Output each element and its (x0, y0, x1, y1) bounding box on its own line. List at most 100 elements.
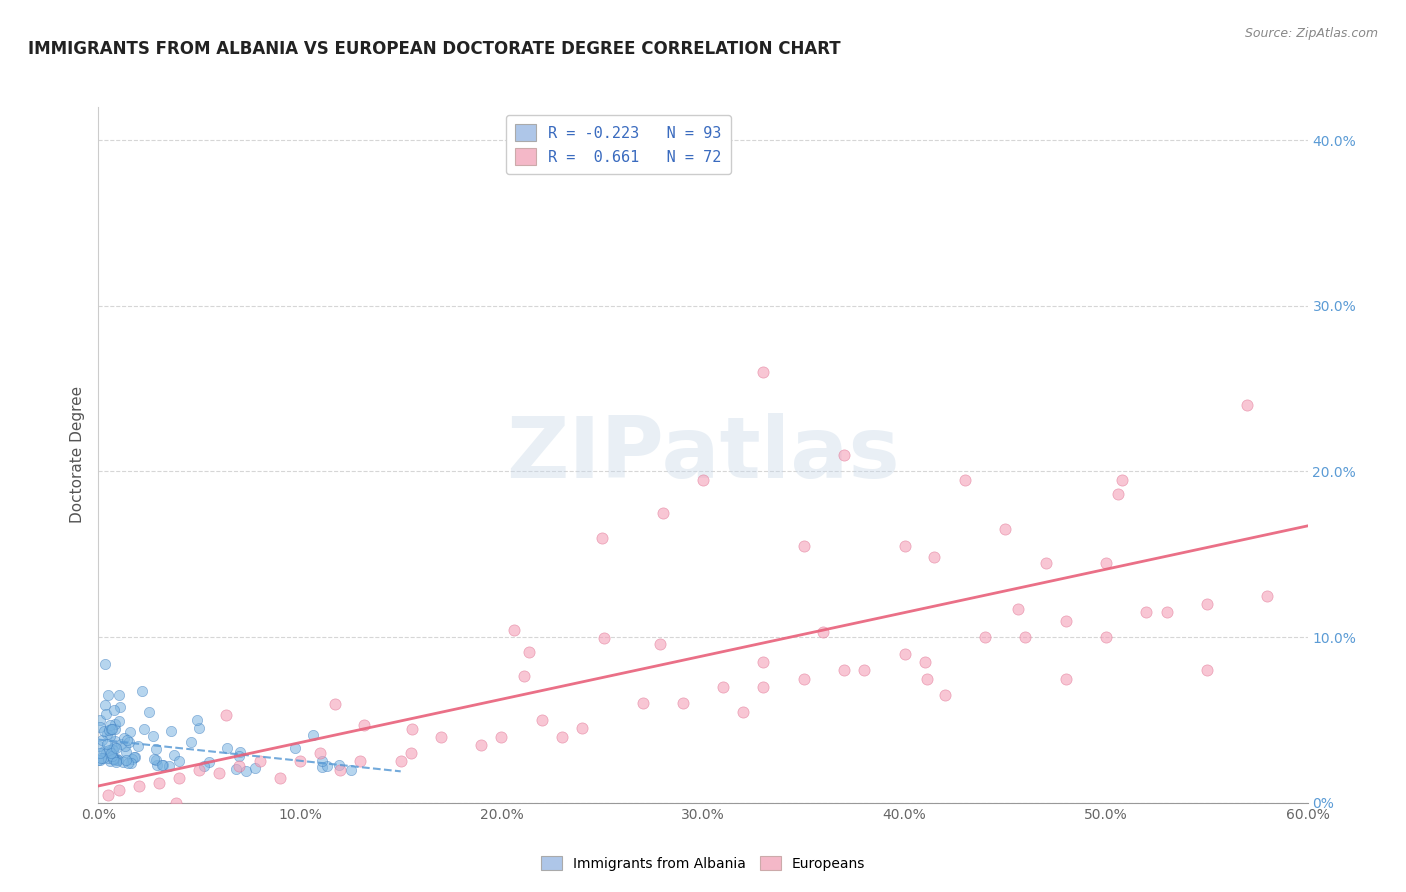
Point (145, 758, 167, 772)
Point (672, 697, 695, 711)
Point (430, 730, 453, 744)
Point (145, 742, 167, 756)
Point (323, 697, 346, 711)
Point (284, 740, 307, 755)
Point (1256, 589, 1278, 603)
Point (105, 752, 128, 766)
Point (228, 749, 250, 764)
Point (934, 688, 956, 702)
Point (165, 796, 187, 810)
Point (349, 755, 371, 769)
Point (169, 754, 191, 768)
Point (98, 718, 121, 732)
Point (832, 663, 855, 677)
Point (94, 698, 117, 713)
Point (217, 740, 239, 755)
Point (503, 624, 526, 638)
Point (648, 637, 671, 651)
Point (692, 473, 714, 487)
Point (309, 746, 332, 760)
Point (188, 763, 211, 777)
Point (163, 748, 186, 763)
Point (513, 669, 536, 683)
Point (105, 756, 128, 770)
Point (115, 732, 138, 747)
Point (114, 739, 136, 753)
Point (1035, 556, 1057, 570)
Point (311, 760, 333, 774)
Point (100, 723, 122, 737)
Point (132, 722, 155, 736)
Point (108, 714, 131, 728)
Point (121, 751, 143, 765)
Text: IMMIGRANTS FROM ALBANIA VS EUROPEAN DOCTORATE DEGREE CORRELATION CHART: IMMIGRANTS FROM ALBANIA VS EUROPEAN DOCT… (28, 40, 841, 58)
Point (111, 755, 134, 769)
Point (311, 754, 333, 768)
Point (94, 657, 117, 672)
Point (752, 365, 775, 379)
Point (90, 733, 112, 747)
Point (225, 762, 247, 776)
Text: ZIPatlas: ZIPatlas (506, 413, 900, 497)
Point (93, 744, 115, 758)
Point (131, 683, 153, 698)
Point (188, 721, 211, 735)
Point (197, 755, 219, 769)
Point (127, 739, 149, 753)
Point (249, 755, 271, 769)
Point (180, 735, 202, 749)
Point (96, 737, 118, 751)
Point (1014, 630, 1036, 644)
Point (118, 724, 141, 739)
Point (229, 745, 252, 759)
Point (517, 645, 540, 659)
Point (118, 734, 141, 748)
Point (103, 704, 125, 718)
Point (974, 630, 997, 644)
Point (115, 745, 138, 759)
Point (150, 758, 173, 772)
Point (491, 730, 513, 744)
Point (893, 647, 915, 661)
Point (953, 473, 976, 487)
Point (1054, 614, 1077, 628)
Point (288, 755, 311, 769)
Point (91, 751, 114, 765)
Point (117, 756, 139, 770)
Point (104, 734, 127, 748)
Legend: R = -0.223   N = 93, R =  0.661   N = 72: R = -0.223 N = 93, R = 0.661 N = 72 (506, 115, 731, 175)
Point (142, 729, 165, 743)
Point (89, 720, 111, 734)
Point (530, 713, 553, 727)
Point (631, 697, 654, 711)
Point (122, 750, 145, 764)
Point (96, 726, 118, 740)
Point (98, 729, 121, 743)
Point (733, 705, 755, 719)
Point (914, 655, 936, 669)
Point (87, 753, 110, 767)
Point (751, 655, 773, 669)
Point (103, 752, 125, 766)
Point (94, 746, 117, 760)
Point (108, 699, 131, 714)
Point (1111, 474, 1133, 488)
Point (105, 753, 128, 767)
Point (193, 758, 215, 772)
Point (893, 539, 915, 553)
Legend: Immigrants from Albania, Europeans: Immigrants from Albania, Europeans (536, 850, 870, 876)
Point (120, 756, 142, 770)
Point (551, 730, 574, 744)
Point (157, 759, 180, 773)
Point (100, 748, 122, 763)
Point (148, 776, 170, 790)
Point (215, 708, 238, 723)
Point (994, 523, 1017, 537)
Point (1095, 630, 1118, 644)
Point (115, 753, 138, 767)
Point (793, 672, 815, 686)
Point (269, 771, 291, 785)
Point (101, 723, 124, 737)
Point (329, 763, 352, 777)
Point (593, 632, 616, 646)
